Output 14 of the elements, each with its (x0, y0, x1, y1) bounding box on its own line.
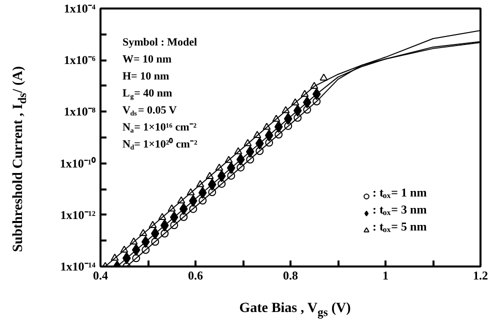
x-tick-label: 0.6 (188, 268, 203, 282)
annotation: Symbol : Model (122, 36, 198, 48)
annotation: W= 10 nm (122, 54, 172, 66)
y-tick-label: 1x10⁻⁴ (64, 2, 96, 16)
x-tick-label: 0.4 (93, 268, 108, 282)
x-tick-label: 1 (382, 268, 388, 282)
y-tick-label: 1x10⁻⁶ (64, 53, 96, 68)
x-axis-title: Gate Bias , V$_{gs}$ (V) (239, 300, 351, 321)
annotation: H= 10 nm (122, 70, 170, 82)
y-tick-label: 1x10⁻⁸ (64, 104, 96, 119)
x-tick-label: 0.8 (283, 268, 298, 282)
x-tick-label: 1.2 (473, 268, 488, 282)
y-tick-label: 1x10⁻¹⁰ (60, 156, 96, 170)
y-tick-label: 1x10⁻¹² (60, 208, 96, 222)
